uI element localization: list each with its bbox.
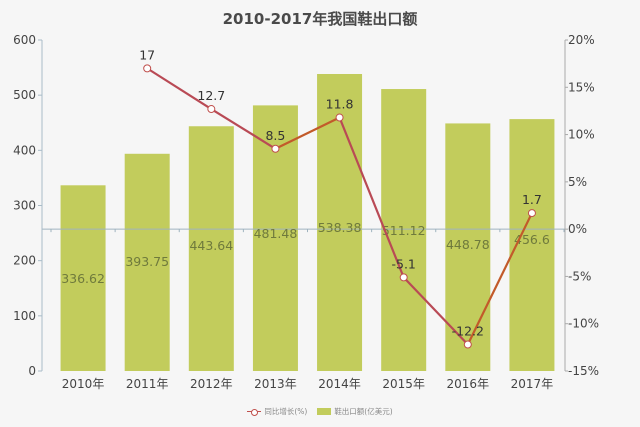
right-axis-label: 15% <box>568 80 595 94</box>
bar-2014年 <box>317 73 363 371</box>
growth-point-marker <box>527 209 536 218</box>
bar-value-label: 448.78 <box>446 237 490 252</box>
legend-label-growth: 同比增长(%) <box>264 407 308 416</box>
left-axis-label: 500 <box>13 88 36 102</box>
growth-value-label: 17 <box>139 47 155 62</box>
chart-title: 2010-2017年我国鞋出口额 <box>222 10 418 28</box>
bar-value-label: 393.75 <box>125 254 169 269</box>
growth-line-segment <box>466 212 533 346</box>
right-axis-label: 0% <box>568 222 587 236</box>
legend: 同比增长(%) 鞋出口额(亿美元) <box>0 406 640 417</box>
growth-point-marker <box>271 144 280 153</box>
bar-value-label: 481.48 <box>254 226 298 241</box>
growth-value-label: 11.8 <box>326 97 354 112</box>
legend-item-export[interactable]: 鞋出口额(亿美元) <box>317 406 393 417</box>
bar-2012年 <box>188 126 234 371</box>
growth-line-segment <box>402 276 469 346</box>
growth-value-label: -12.2 <box>452 324 484 339</box>
growth-value-label: -5.1 <box>391 256 415 271</box>
right-axis-label: 20% <box>568 33 595 47</box>
growth-point-marker <box>207 105 216 114</box>
left-axis-label: 100 <box>13 309 36 323</box>
growth-line-segment <box>146 67 212 110</box>
bar-2015年 <box>381 89 427 371</box>
left-axis-label: 600 <box>13 33 36 47</box>
left-axis-label: 200 <box>13 254 36 268</box>
growth-line-segment <box>338 117 405 278</box>
right-axis-label: 5% <box>568 175 587 189</box>
x-axis-label: 2017年 <box>511 377 554 391</box>
bar-value-label: 443.64 <box>189 238 233 253</box>
left-axis-label: 400 <box>13 143 36 157</box>
x-axis-label: 2012年 <box>190 377 233 391</box>
bar-value-label: 511.12 <box>382 223 426 238</box>
x-axis-label: 2013年 <box>254 377 297 391</box>
right-axis-label: -15% <box>568 364 599 378</box>
bar-value-label: 456.6 <box>514 232 550 247</box>
bar-value-label: 336.62 <box>61 271 105 286</box>
x-axis-label: 2015年 <box>382 377 425 391</box>
left-axis-label: 0 <box>28 364 36 378</box>
growth-line-segment <box>210 108 277 150</box>
left-axis-label: 300 <box>13 199 36 213</box>
x-axis-label: 2014年 <box>318 377 361 391</box>
right-axis-label: 10% <box>568 128 595 142</box>
right-axis-label: -10% <box>568 317 599 331</box>
x-axis-label: 2011年 <box>126 377 169 391</box>
growth-point-marker <box>335 113 344 122</box>
bar-value-label: 538.38 <box>318 220 362 235</box>
growth-point-marker <box>399 273 408 282</box>
line-marker-icon <box>247 408 262 416</box>
x-axis-label: 2010年 <box>62 377 105 391</box>
growth-value-label: 12.7 <box>197 88 225 103</box>
bar-2010年 <box>60 185 106 371</box>
growth-value-label: 8.5 <box>265 128 285 143</box>
growth-point-marker <box>143 64 152 73</box>
legend-item-growth[interactable]: 同比增长(%) <box>247 406 307 417</box>
bar-2011年 <box>124 153 170 371</box>
legend-label-export: 鞋出口额(亿美元) <box>334 407 393 416</box>
growth-value-label: 1.7 <box>522 192 542 207</box>
x-axis-label: 2016年 <box>447 377 490 391</box>
growth-line-segment <box>274 116 341 150</box>
right-axis-label: -5% <box>568 269 591 283</box>
growth-point-marker <box>463 340 472 349</box>
bar-swatch-icon <box>317 408 332 415</box>
